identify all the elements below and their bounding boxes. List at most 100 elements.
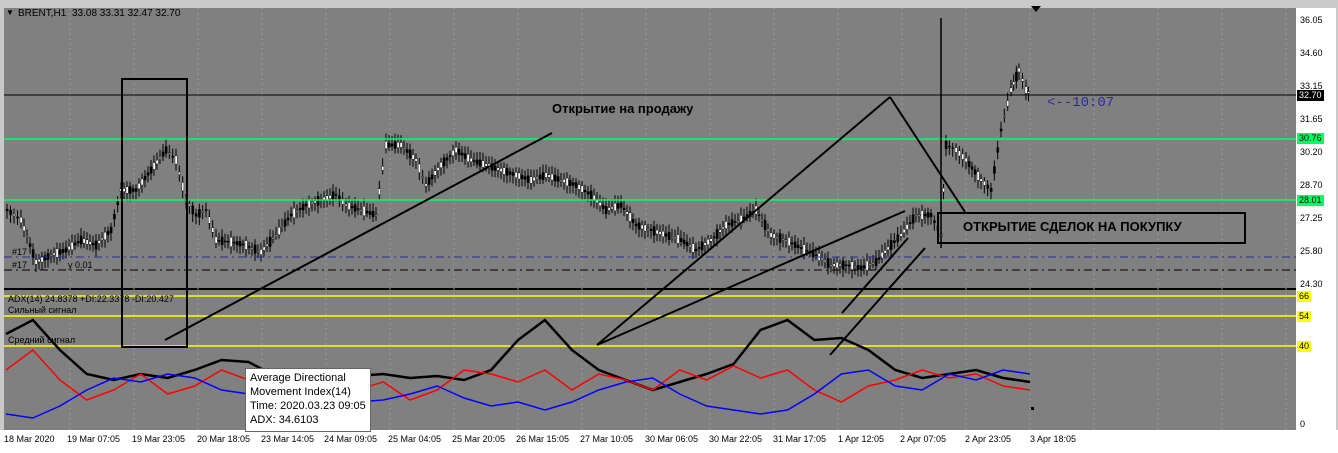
candle-body xyxy=(933,220,936,224)
candle-body xyxy=(736,220,740,223)
candle-body xyxy=(511,172,515,176)
candle-body xyxy=(688,244,692,248)
chart-shift-marker-icon[interactable] xyxy=(1031,6,1041,12)
candle-body xyxy=(85,239,89,245)
candle-body xyxy=(460,152,464,156)
candle-body xyxy=(694,248,698,252)
candle-body xyxy=(942,187,945,193)
candle-body xyxy=(499,168,503,172)
candle-body xyxy=(371,210,375,218)
candle-body xyxy=(951,147,955,150)
candle-body xyxy=(709,238,713,242)
candle-body xyxy=(445,157,449,161)
candle-body xyxy=(604,206,608,214)
candle-body xyxy=(574,182,578,188)
candle-body xyxy=(191,205,195,215)
candle-body xyxy=(682,239,686,245)
minus-di-series-line[interactable] xyxy=(5,369,1031,419)
candle-body xyxy=(25,236,29,238)
candle-body xyxy=(664,233,668,237)
candle-body xyxy=(390,143,394,147)
candle-body xyxy=(908,222,912,224)
candle-body xyxy=(1006,100,1010,107)
candle-body xyxy=(1009,87,1013,93)
candle-body xyxy=(799,247,803,249)
candle-body xyxy=(490,163,494,171)
candle-body xyxy=(268,236,272,247)
candle-body xyxy=(448,155,452,157)
candle-body xyxy=(347,202,351,210)
candle-body xyxy=(902,229,906,233)
candle-body xyxy=(292,208,296,218)
candle-body xyxy=(137,183,141,189)
candle-body xyxy=(523,176,527,180)
candle-body xyxy=(886,246,890,251)
candle-body xyxy=(280,226,284,228)
candle-body xyxy=(5,208,9,212)
drawn-rectangle-highlight[interactable] xyxy=(121,78,188,348)
candle-body xyxy=(697,247,701,249)
trendline-5[interactable] xyxy=(841,237,909,314)
candle-body xyxy=(926,212,930,218)
candle-body xyxy=(712,236,716,238)
candle-body xyxy=(140,178,144,186)
trendline-1[interactable] xyxy=(164,132,553,341)
trendline-6[interactable] xyxy=(829,247,926,356)
candle-body xyxy=(784,239,788,242)
candle-body xyxy=(43,255,47,261)
candle-body xyxy=(76,240,80,244)
candle-body xyxy=(790,242,794,245)
candle-body xyxy=(262,246,266,251)
candle-body xyxy=(484,163,488,167)
candle-body xyxy=(433,170,437,176)
candle-body xyxy=(472,160,476,162)
candle-body xyxy=(430,174,434,180)
candle-body xyxy=(628,212,632,222)
candle-body xyxy=(283,219,287,227)
candle-body xyxy=(679,238,683,242)
right-axis-area xyxy=(1296,8,1336,430)
candle-body xyxy=(973,169,977,175)
drawn-rectangle-buy-label[interactable] xyxy=(937,212,1246,244)
candle-body xyxy=(838,263,842,267)
candle-body xyxy=(353,204,357,212)
candle-body xyxy=(703,242,707,246)
candle-body xyxy=(948,145,951,148)
candle-body xyxy=(253,244,257,254)
candle-body xyxy=(116,201,120,206)
candle-body xyxy=(241,243,245,246)
trendline-2[interactable] xyxy=(596,96,891,346)
candle-body xyxy=(850,261,854,271)
candle-body xyxy=(152,162,156,170)
candle-body xyxy=(451,149,455,157)
candle-body xyxy=(796,244,800,248)
candle-body xyxy=(502,167,506,175)
candle-body xyxy=(640,224,644,230)
candle-body xyxy=(134,188,138,192)
trendline-3[interactable] xyxy=(889,96,966,213)
candle-body xyxy=(802,244,806,255)
candle-body xyxy=(37,259,41,263)
candle-body xyxy=(475,159,479,165)
candle-body xyxy=(418,163,421,173)
candle-body xyxy=(610,206,614,210)
candle-body xyxy=(161,151,165,157)
candle-body xyxy=(649,228,653,232)
trendline-4[interactable] xyxy=(596,210,906,346)
candle-body xyxy=(757,214,761,217)
candle-body xyxy=(250,247,254,249)
candle-body xyxy=(442,157,446,167)
candle-body xyxy=(229,237,233,247)
candle-body xyxy=(841,260,845,270)
candle-body xyxy=(103,232,107,240)
candle-body xyxy=(226,241,230,243)
candle-body xyxy=(622,207,626,211)
candle-body xyxy=(34,259,38,265)
candle-body xyxy=(73,242,77,246)
plus-di-series-line[interactable] xyxy=(5,348,1031,403)
candle-body xyxy=(414,158,418,162)
candle-body xyxy=(113,214,116,220)
candle-body xyxy=(344,203,348,207)
candle-body xyxy=(550,173,554,181)
